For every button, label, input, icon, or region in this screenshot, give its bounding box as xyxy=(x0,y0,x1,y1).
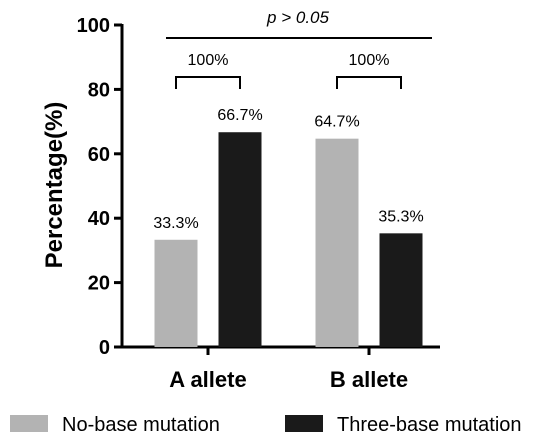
axes: 0 20 40 60 80 100 A allete B allete xyxy=(77,15,440,392)
y-tick-label: 100 xyxy=(77,15,110,37)
legend-swatch xyxy=(10,415,48,432)
bracket-label: 100% xyxy=(188,52,229,69)
y-axis-label: Percentage(%) xyxy=(41,102,68,269)
y-tick-label: 20 xyxy=(88,273,110,295)
data-label: 35.3% xyxy=(378,208,423,225)
data-label: 66.7% xyxy=(217,107,262,124)
bars: 33.3% 66.7% 64.7% 35.3% xyxy=(153,107,424,347)
bar xyxy=(154,239,198,347)
bracket-label: 100% xyxy=(349,52,390,69)
x-tick-label: A allete xyxy=(169,367,246,392)
data-label: 33.3% xyxy=(153,215,198,232)
legend: No-base mutation Three-base mutation xyxy=(10,414,522,436)
y-tick-label: 40 xyxy=(88,208,110,230)
comparison-bracket xyxy=(175,76,241,89)
x-tick-label: B allete xyxy=(330,367,408,392)
bar xyxy=(379,233,423,347)
y-tick-label: 0 xyxy=(99,337,110,359)
legend-swatch xyxy=(285,415,323,432)
data-label: 64.7% xyxy=(314,114,359,131)
p-value-label: p > 0.05 xyxy=(266,8,329,27)
comparison-bracket xyxy=(336,76,402,89)
y-tick-label: 80 xyxy=(88,79,110,101)
legend-entry: Three-base mutation xyxy=(337,414,522,436)
annotations: p > 0.05 100% 100% xyxy=(166,8,432,89)
bar xyxy=(315,138,359,347)
bar xyxy=(218,132,262,347)
legend-entry: No-base mutation xyxy=(62,414,220,436)
y-tick-label: 60 xyxy=(88,144,110,166)
